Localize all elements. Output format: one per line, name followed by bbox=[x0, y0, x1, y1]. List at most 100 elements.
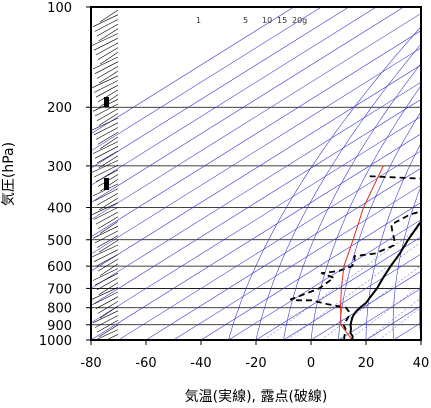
isotherm-line bbox=[91, 64, 421, 272]
dry-adiabat-line bbox=[365, 142, 421, 340]
isotherm-line bbox=[91, 7, 322, 152]
wind-barb bbox=[93, 249, 119, 262]
wind-barb bbox=[93, 164, 119, 178]
wind-barb bbox=[98, 197, 119, 211]
isotherm-line bbox=[420, 339, 421, 340]
isotherm-line bbox=[91, 81, 421, 289]
wind-barb bbox=[95, 127, 119, 140]
isotherm-line bbox=[310, 270, 421, 340]
wind-barb bbox=[94, 188, 119, 201]
x-tick-label: 20 bbox=[358, 356, 375, 371]
y-tick-label: 100 bbox=[47, 1, 72, 16]
wind-barb bbox=[99, 305, 119, 319]
y-axis-title: 気圧(hPa) bbox=[1, 142, 17, 206]
wind-barb bbox=[96, 66, 119, 79]
isotherm-line bbox=[145, 167, 421, 340]
wind-barb bbox=[96, 150, 119, 164]
isotherm-line bbox=[91, 7, 294, 135]
wind-barb bbox=[93, 291, 119, 305]
wind-barb bbox=[97, 258, 119, 272]
wind-barb bbox=[91, 33, 119, 46]
wind-barb bbox=[93, 207, 119, 220]
plot-frame bbox=[90, 6, 422, 341]
isotherm-line bbox=[118, 150, 421, 340]
wind-barb bbox=[99, 136, 119, 150]
isotherm-line bbox=[255, 236, 421, 340]
profile-lines bbox=[289, 165, 421, 340]
dewpoint-profile-line bbox=[289, 175, 421, 340]
wind-barb bbox=[99, 52, 119, 65]
wind-pennant bbox=[104, 178, 109, 190]
wind-barb bbox=[95, 169, 119, 183]
isotherm-line bbox=[173, 184, 421, 340]
wind-barb bbox=[94, 103, 119, 117]
x-axis-title: 気温(実線), 露点(破線) bbox=[185, 389, 328, 405]
wind-barb bbox=[94, 19, 119, 32]
dry-adiabat-line bbox=[310, 85, 421, 340]
wind-barb bbox=[96, 193, 119, 206]
wind-barb bbox=[95, 254, 119, 267]
wind-barb bbox=[98, 155, 119, 168]
wind-barb bbox=[92, 268, 119, 281]
wind-barb bbox=[93, 122, 119, 136]
wind-barb bbox=[96, 108, 119, 121]
mixing-ratio-label: 20g bbox=[292, 16, 307, 25]
x-tick-label: -80 bbox=[80, 356, 101, 371]
wind-barb bbox=[97, 216, 119, 230]
wind-barbs bbox=[91, 9, 119, 340]
wind-barb bbox=[96, 319, 119, 333]
dry-adiabat-line bbox=[283, 63, 421, 340]
wind-barb bbox=[95, 211, 119, 225]
wind-barb bbox=[94, 61, 119, 74]
wind-barb bbox=[96, 235, 119, 248]
wind-barb bbox=[105, 334, 119, 340]
y-tick-label: 1000 bbox=[39, 334, 72, 349]
isotherm-line bbox=[91, 7, 349, 169]
wind-barb bbox=[91, 244, 119, 258]
wind-barb bbox=[98, 324, 119, 338]
isotherm-line bbox=[91, 13, 421, 221]
wind-barb bbox=[96, 277, 119, 291]
wind-barb bbox=[91, 160, 119, 173]
wind-barb bbox=[99, 9, 119, 23]
wind-barb bbox=[98, 240, 119, 253]
isotherm-line bbox=[228, 219, 421, 340]
wind-barb bbox=[95, 42, 119, 56]
wind-barb bbox=[93, 80, 119, 93]
isotherm-line bbox=[200, 202, 421, 340]
wind-barb bbox=[91, 117, 119, 131]
wind-barb bbox=[95, 84, 119, 98]
isotherm-line bbox=[91, 7, 404, 203]
x-tick-label: -60 bbox=[135, 356, 156, 371]
isotherm-line bbox=[91, 30, 421, 238]
wind-barb bbox=[94, 315, 119, 328]
mixing-ratio-line bbox=[378, 307, 421, 340]
wind-barb bbox=[92, 14, 119, 27]
dry-adiabat-line bbox=[255, 43, 421, 340]
parcel-path-line bbox=[340, 165, 384, 340]
y-tick-label: 200 bbox=[47, 101, 72, 116]
wind-barb bbox=[98, 282, 119, 295]
wind-barb bbox=[99, 221, 119, 234]
y-tick-label: 900 bbox=[47, 319, 72, 334]
x-tick-label: 0 bbox=[307, 356, 315, 371]
isotherm-line bbox=[91, 7, 377, 186]
mixing-ratio-label: 15 bbox=[277, 16, 287, 25]
mixing-ratio-label: 10 bbox=[262, 16, 272, 25]
y-tick-label: 400 bbox=[47, 201, 72, 216]
dry-adiabat-line bbox=[419, 273, 421, 340]
x-tick-label: -20 bbox=[245, 356, 266, 371]
wind-barb bbox=[92, 310, 119, 324]
wind-barb bbox=[97, 89, 119, 103]
mixing-ratio-label: 1 bbox=[196, 16, 201, 25]
y-tick-label: 500 bbox=[47, 234, 72, 249]
wind-pennant bbox=[104, 98, 108, 104]
wind-barb bbox=[93, 37, 119, 51]
x-tick-label: 40 bbox=[413, 356, 430, 371]
y-tick-label: 700 bbox=[47, 282, 72, 297]
y-tick-label: 600 bbox=[47, 260, 72, 275]
wind-barb bbox=[99, 263, 119, 277]
temperature-profile-line bbox=[349, 220, 421, 340]
wind-barb bbox=[92, 141, 119, 154]
